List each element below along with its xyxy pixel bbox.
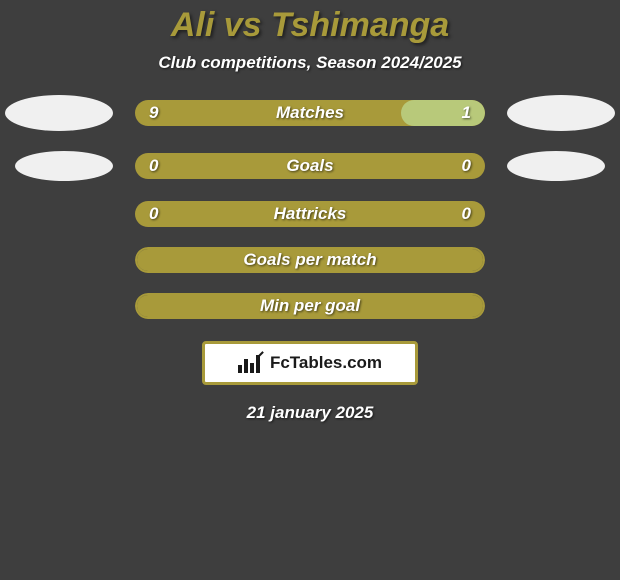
metric-label: Hattricks [135, 204, 485, 224]
stat-row: Min per goal [0, 293, 620, 319]
value-right: 0 [462, 204, 471, 224]
date-label: 21 january 2025 [0, 403, 620, 423]
value-right: 0 [462, 156, 471, 176]
stat-row: 0 0Goals [0, 151, 620, 181]
value-right: 1 [462, 103, 471, 123]
value-left: 9 [149, 103, 158, 123]
bar-chart-icon [238, 353, 264, 373]
value-left: 0 [149, 204, 158, 224]
comparison-card: Ali vs Tshimanga Club competitions, Seas… [0, 0, 620, 580]
stat-row: Goals per match [0, 247, 620, 273]
value-left: 0 [149, 156, 158, 176]
stat-bar: 91Matches [135, 100, 485, 126]
metric-label: Goals [135, 156, 485, 176]
subtitle: Club competitions, Season 2024/2025 [0, 53, 620, 73]
logo-text: FcTables.com [270, 353, 382, 373]
stat-bar: Min per goal [135, 293, 485, 319]
player-badge-right [507, 151, 605, 181]
stat-bar: 0 0Hattricks [135, 201, 485, 227]
player-badge-left [15, 151, 113, 181]
player-badge-right [507, 95, 615, 131]
bar-fill-right [401, 100, 485, 126]
stats-rows: 91Matches00Goals00HattricksGoals per mat… [0, 95, 620, 319]
logo-box[interactable]: FcTables.com [202, 341, 418, 385]
stat-row: 91Matches [0, 95, 620, 131]
page-title: Ali vs Tshimanga [0, 0, 620, 45]
player-badge-left [5, 95, 113, 131]
stat-bar: 0 0Goals [135, 153, 485, 179]
stat-bar: Goals per match [135, 247, 485, 273]
stat-row: 0 0Hattricks [0, 201, 620, 227]
